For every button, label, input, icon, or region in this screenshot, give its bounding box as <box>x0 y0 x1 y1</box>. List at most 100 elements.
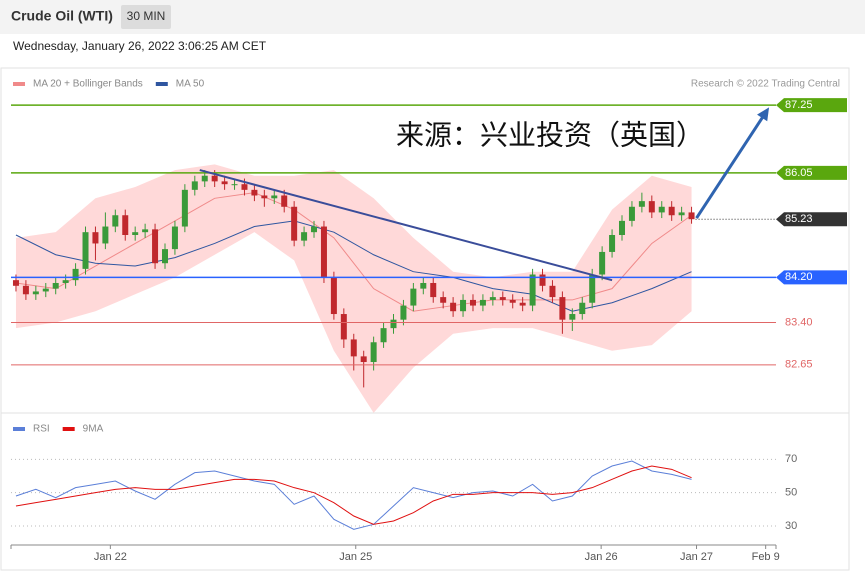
legend-label: MA 50 <box>176 79 205 90</box>
candle-body <box>678 212 685 216</box>
candle-body <box>171 226 178 250</box>
candle-body <box>261 195 268 199</box>
candle-body <box>370 342 377 363</box>
legend-swatch <box>62 427 75 431</box>
candle-body <box>420 282 427 289</box>
candle-body <box>499 297 506 300</box>
candle-body <box>658 206 665 213</box>
candle-body <box>122 215 129 235</box>
level-tag <box>776 270 847 285</box>
last-price-tag <box>776 212 847 227</box>
x-tick-label: Feb 9 <box>752 551 780 563</box>
legend-swatch <box>13 82 25 86</box>
candle-body <box>22 285 29 295</box>
candle-body <box>648 201 655 213</box>
candle-body <box>132 232 139 235</box>
interval-button[interactable] <box>121 5 171 29</box>
credit: Research © 2022 Trading Central <box>691 79 840 90</box>
candle-body <box>72 268 79 281</box>
candle-body <box>469 299 476 306</box>
y-tick-label: 70 <box>785 453 797 465</box>
level-label: 87.25 <box>785 99 813 111</box>
candle-body <box>380 328 387 343</box>
y-tick-label: 30 <box>785 520 797 532</box>
candle-body <box>628 206 635 221</box>
candle-body <box>52 282 59 289</box>
candle-body <box>191 181 198 190</box>
candle-body <box>340 314 347 340</box>
price-plot <box>12 164 695 413</box>
candle-body <box>181 189 188 227</box>
candle-body <box>509 299 516 303</box>
candle-body <box>400 305 407 320</box>
candle-body <box>301 232 308 241</box>
candle-body <box>589 274 596 303</box>
candle-body <box>688 212 695 220</box>
candle-body <box>330 277 337 315</box>
candle-body <box>211 175 218 182</box>
candle-body <box>112 215 119 227</box>
indicator-line <box>15 465 692 525</box>
candle-body <box>12 280 19 286</box>
candle-body <box>251 189 258 196</box>
forecast-arrowhead <box>757 107 770 122</box>
candle-body <box>102 226 109 244</box>
candle-body <box>668 206 675 216</box>
candle-body <box>579 302 586 315</box>
legend-label: RSI <box>33 424 50 435</box>
candle-body <box>619 220 626 235</box>
candle-body <box>291 206 298 241</box>
candle-body <box>32 291 39 295</box>
x-tick-label: Jan 26 <box>585 551 618 563</box>
candle-body <box>638 201 645 207</box>
candle-body <box>609 235 616 252</box>
candle-body <box>479 299 486 306</box>
trendline <box>199 169 613 282</box>
interval-label[interactable]: 30 MIN <box>127 9 166 23</box>
y-tick-label: 50 <box>785 487 797 499</box>
candle-body <box>320 226 327 278</box>
forecast-arrow <box>695 113 766 219</box>
level-label: 82.65 <box>785 359 813 371</box>
candle-body <box>539 274 546 286</box>
candle-body <box>241 184 248 190</box>
candle-body <box>201 175 208 182</box>
candle-body <box>519 302 526 306</box>
last-price-label: 85.23 <box>785 213 813 225</box>
candle-body <box>221 181 228 185</box>
x-tick-label: Jan 27 <box>680 551 713 563</box>
legend-label: 9MA <box>83 424 104 435</box>
legend-label: MA 20 + Bollinger Bands <box>33 79 143 90</box>
indicator-line <box>15 460 692 530</box>
level-tag <box>776 98 847 113</box>
x-tick-label: Jan 22 <box>94 551 127 563</box>
candle-body <box>42 288 49 292</box>
timestamp: Wednesday, January 26, 2022 3:06:25 AM C… <box>13 39 267 53</box>
level-label: 84.20 <box>785 271 813 283</box>
candle-body <box>569 314 576 320</box>
instrument-title: Crude Oil (WTI) <box>11 8 113 24</box>
level-tag <box>776 165 847 180</box>
candle-body <box>161 249 168 264</box>
candle-body <box>311 226 318 233</box>
candle-body <box>440 297 447 303</box>
candle-body <box>271 195 278 199</box>
candle-body <box>390 319 397 329</box>
candle-body <box>360 356 367 363</box>
candle-body <box>430 282 437 298</box>
candle-body <box>460 299 467 312</box>
candle-body <box>281 195 288 207</box>
annotation: 来源：兴业投资（英国） <box>396 119 704 150</box>
candle-body <box>529 274 536 306</box>
candle-body <box>559 297 566 320</box>
legend-swatch <box>155 82 168 86</box>
candle-body <box>410 288 417 306</box>
candle-body <box>450 302 457 312</box>
level-label: 86.05 <box>785 167 813 179</box>
candle-body <box>489 297 496 300</box>
candle-body <box>231 184 238 186</box>
legend-swatch <box>13 427 25 431</box>
candle-body <box>62 280 69 283</box>
